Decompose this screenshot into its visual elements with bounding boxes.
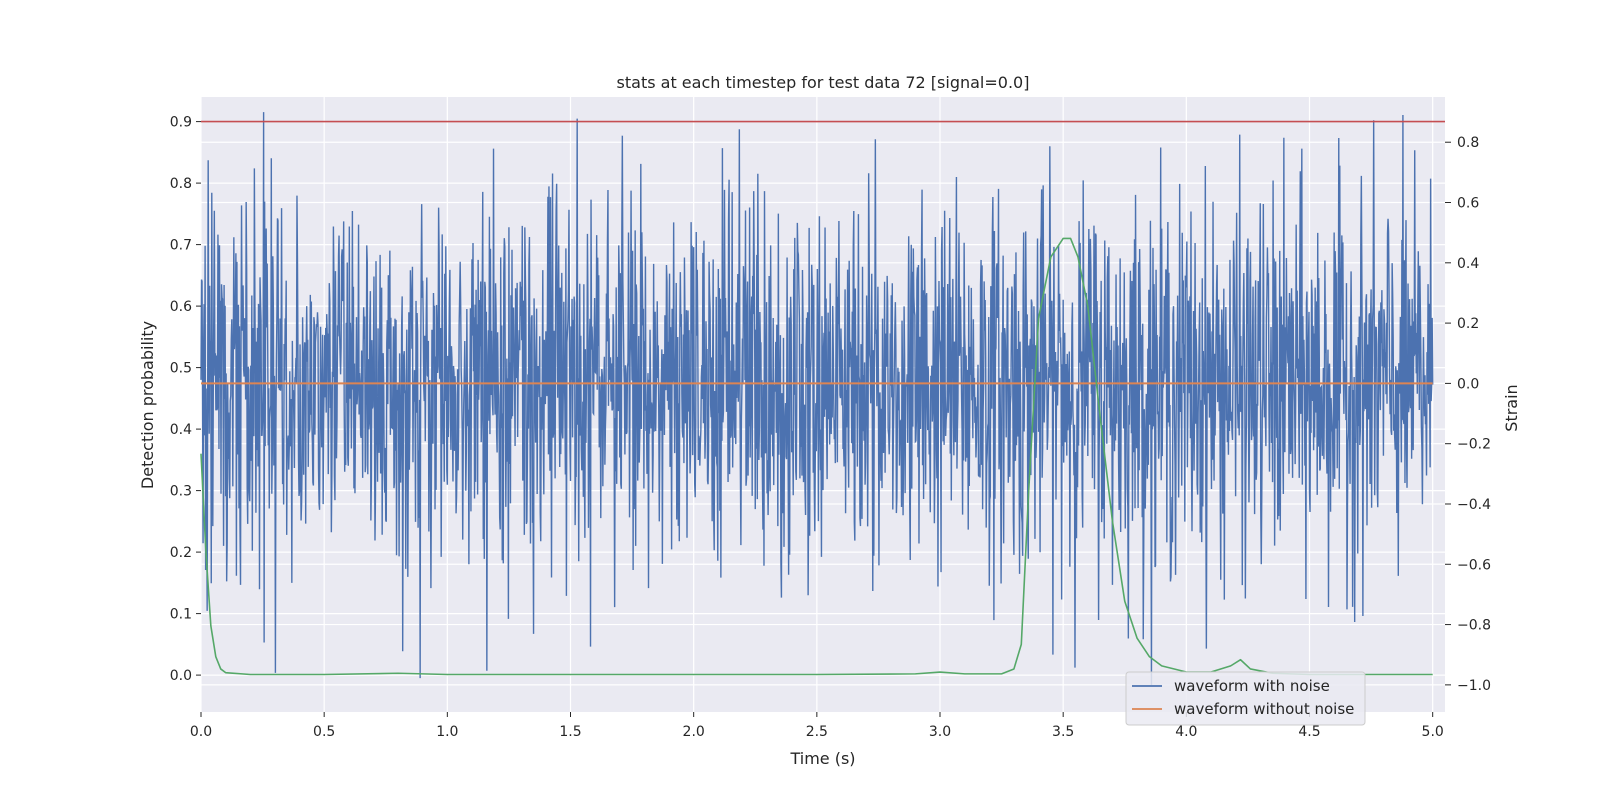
y-right-tick-label: 0.6	[1457, 196, 1479, 212]
y-right-tick-label: −1.0	[1457, 678, 1491, 694]
x-tick-label: 0.5	[313, 724, 335, 740]
y-right-tick-label: −0.8	[1457, 618, 1491, 634]
y-tick-label: 0.6	[170, 299, 192, 315]
y-right-tick-label: −0.4	[1457, 497, 1491, 513]
y-tick-label: 0.7	[170, 238, 192, 254]
y-tick-label: 0.2	[170, 545, 192, 561]
y-right-tick-label: 0.8	[1457, 135, 1479, 151]
legend-label-clean: waveform without noise	[1174, 700, 1354, 718]
series-line-waveform-with-noise	[200, 112, 1434, 685]
y-tick-label: 0.3	[170, 484, 192, 500]
x-tick-label: 1.0	[436, 724, 458, 740]
x-tick-label: 0.0	[190, 724, 212, 740]
x-tick-label: 3.5	[1052, 724, 1074, 740]
y-right-tick-label: 0.4	[1457, 256, 1479, 272]
x-tick-label: 4.5	[1298, 724, 1320, 740]
y-tick-label: 0.5	[170, 361, 192, 377]
x-tick-label: 4.0	[1175, 724, 1197, 740]
x-tick-label: 1.5	[559, 724, 581, 740]
x-tick-label: 3.0	[929, 724, 951, 740]
y-axis-right-label: Strain	[1502, 384, 1521, 431]
chart-title: stats at each timestep for test data 72 …	[617, 73, 1030, 92]
y-axis-right: −1.0 −0.8 −0.6 −0.4 −0.2 0.0 0.2 0.4 0.6 0.8	[1445, 135, 1491, 694]
y-right-tick-label: 0.2	[1457, 316, 1479, 332]
legend-box	[1125, 671, 1366, 726]
y-tick-label: 0.8	[170, 176, 192, 192]
x-tick-label: 5.0	[1422, 724, 1444, 740]
y-right-tick-label: −0.6	[1457, 557, 1491, 573]
y-axis-left: 0.0 0.1 0.2 0.3 0.4 0.5 0.6 0.7 0.8 0.9	[170, 115, 201, 684]
y-axis-label: Detection probability	[138, 321, 157, 489]
x-tick-label: 2.0	[683, 724, 705, 740]
y-tick-label: 0.0	[170, 668, 192, 684]
y-tick-label: 0.1	[170, 607, 192, 623]
legend: waveform with noise waveform without noi…	[1125, 671, 1366, 726]
y-tick-label: 0.9	[170, 115, 192, 131]
series-waveform-with-noise	[200, 112, 1434, 685]
y-right-tick-label: 0.0	[1457, 376, 1479, 392]
x-axis: 0.0 0.5 1.0 1.5 2.0 2.5 3.0 3.5 4.0 4.5 5.0	[190, 712, 1444, 740]
legend-label-noise: waveform with noise	[1174, 677, 1330, 695]
y-tick-label: 0.4	[170, 422, 192, 438]
y-right-tick-label: −0.2	[1457, 437, 1491, 453]
x-tick-label: 2.5	[806, 724, 828, 740]
x-axis-label: Time (s)	[789, 749, 855, 768]
